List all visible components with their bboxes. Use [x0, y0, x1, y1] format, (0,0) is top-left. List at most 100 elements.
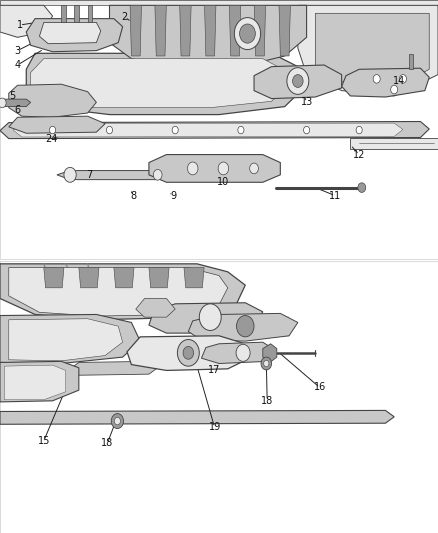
Polygon shape [0, 122, 429, 139]
Polygon shape [9, 268, 228, 316]
Circle shape [238, 126, 244, 134]
Polygon shape [0, 314, 140, 364]
Polygon shape [9, 319, 123, 361]
Circle shape [106, 126, 113, 134]
Circle shape [237, 316, 254, 337]
Circle shape [236, 344, 250, 361]
Text: 1: 1 [17, 20, 23, 30]
Polygon shape [180, 5, 191, 56]
Circle shape [358, 183, 366, 192]
Text: 12: 12 [353, 150, 365, 159]
Polygon shape [26, 53, 307, 115]
Polygon shape [263, 344, 277, 362]
Bar [409, 54, 413, 69]
Circle shape [218, 162, 229, 175]
Polygon shape [149, 155, 280, 182]
Polygon shape [184, 268, 204, 288]
Circle shape [183, 346, 194, 359]
Polygon shape [9, 116, 105, 133]
Text: 3: 3 [14, 46, 21, 55]
Text: 4: 4 [14, 60, 21, 70]
Circle shape [234, 18, 261, 50]
Text: 11: 11 [329, 191, 341, 200]
Circle shape [399, 75, 406, 83]
Bar [61, 5, 66, 22]
Circle shape [304, 126, 310, 134]
Polygon shape [342, 68, 429, 97]
Polygon shape [350, 138, 438, 149]
Text: 13: 13 [300, 98, 313, 107]
Polygon shape [79, 268, 99, 288]
Polygon shape [31, 59, 289, 108]
Text: 18: 18 [261, 396, 273, 406]
Text: 8: 8 [131, 191, 137, 200]
Text: 14: 14 [392, 76, 405, 86]
Circle shape [391, 85, 398, 94]
Text: 7: 7 [87, 170, 93, 180]
Polygon shape [254, 65, 342, 99]
Polygon shape [230, 5, 241, 56]
Text: 2: 2 [122, 12, 128, 22]
Polygon shape [0, 410, 394, 424]
Polygon shape [315, 13, 429, 88]
Bar [0, 261, 438, 533]
Polygon shape [70, 361, 158, 375]
Polygon shape [149, 303, 263, 333]
Polygon shape [39, 22, 101, 44]
Polygon shape [279, 5, 290, 56]
Polygon shape [149, 268, 169, 288]
Polygon shape [0, 264, 245, 320]
Polygon shape [114, 268, 134, 288]
Circle shape [0, 98, 6, 108]
Circle shape [240, 24, 255, 43]
Text: 18: 18 [101, 439, 113, 448]
Polygon shape [136, 298, 175, 317]
Text: 9: 9 [170, 191, 176, 200]
Polygon shape [298, 5, 438, 96]
Circle shape [356, 126, 362, 134]
Text: 24: 24 [46, 134, 58, 143]
Circle shape [49, 126, 56, 134]
Polygon shape [0, 5, 53, 37]
Circle shape [199, 304, 221, 330]
Polygon shape [0, 361, 79, 402]
Circle shape [114, 417, 120, 425]
Circle shape [293, 75, 303, 87]
Circle shape [261, 357, 272, 370]
Circle shape [187, 162, 198, 175]
Circle shape [153, 169, 162, 180]
Polygon shape [0, 99, 31, 107]
Text: 5: 5 [9, 91, 15, 101]
Bar [88, 5, 92, 22]
Polygon shape [130, 5, 141, 56]
Text: 6: 6 [14, 106, 21, 115]
Polygon shape [57, 171, 166, 180]
Polygon shape [13, 123, 403, 137]
Text: 15: 15 [38, 436, 50, 446]
Circle shape [64, 167, 76, 182]
Polygon shape [188, 313, 298, 341]
Polygon shape [44, 268, 64, 288]
Polygon shape [201, 342, 276, 364]
Polygon shape [0, 0, 438, 5]
Polygon shape [110, 5, 307, 67]
Bar [74, 5, 79, 22]
Circle shape [250, 163, 258, 174]
Text: 19: 19 [208, 423, 221, 432]
Polygon shape [4, 365, 66, 400]
Polygon shape [127, 336, 250, 370]
Text: 17: 17 [208, 366, 221, 375]
Circle shape [373, 75, 380, 83]
Circle shape [111, 414, 124, 429]
Polygon shape [155, 5, 166, 56]
Circle shape [177, 340, 199, 366]
Polygon shape [254, 5, 265, 56]
Circle shape [264, 360, 269, 367]
Text: 10: 10 [217, 177, 230, 187]
Circle shape [172, 126, 178, 134]
Polygon shape [26, 19, 123, 52]
Circle shape [287, 68, 309, 94]
Bar [0, 0, 438, 259]
Polygon shape [205, 5, 216, 56]
Text: 16: 16 [314, 383, 326, 392]
